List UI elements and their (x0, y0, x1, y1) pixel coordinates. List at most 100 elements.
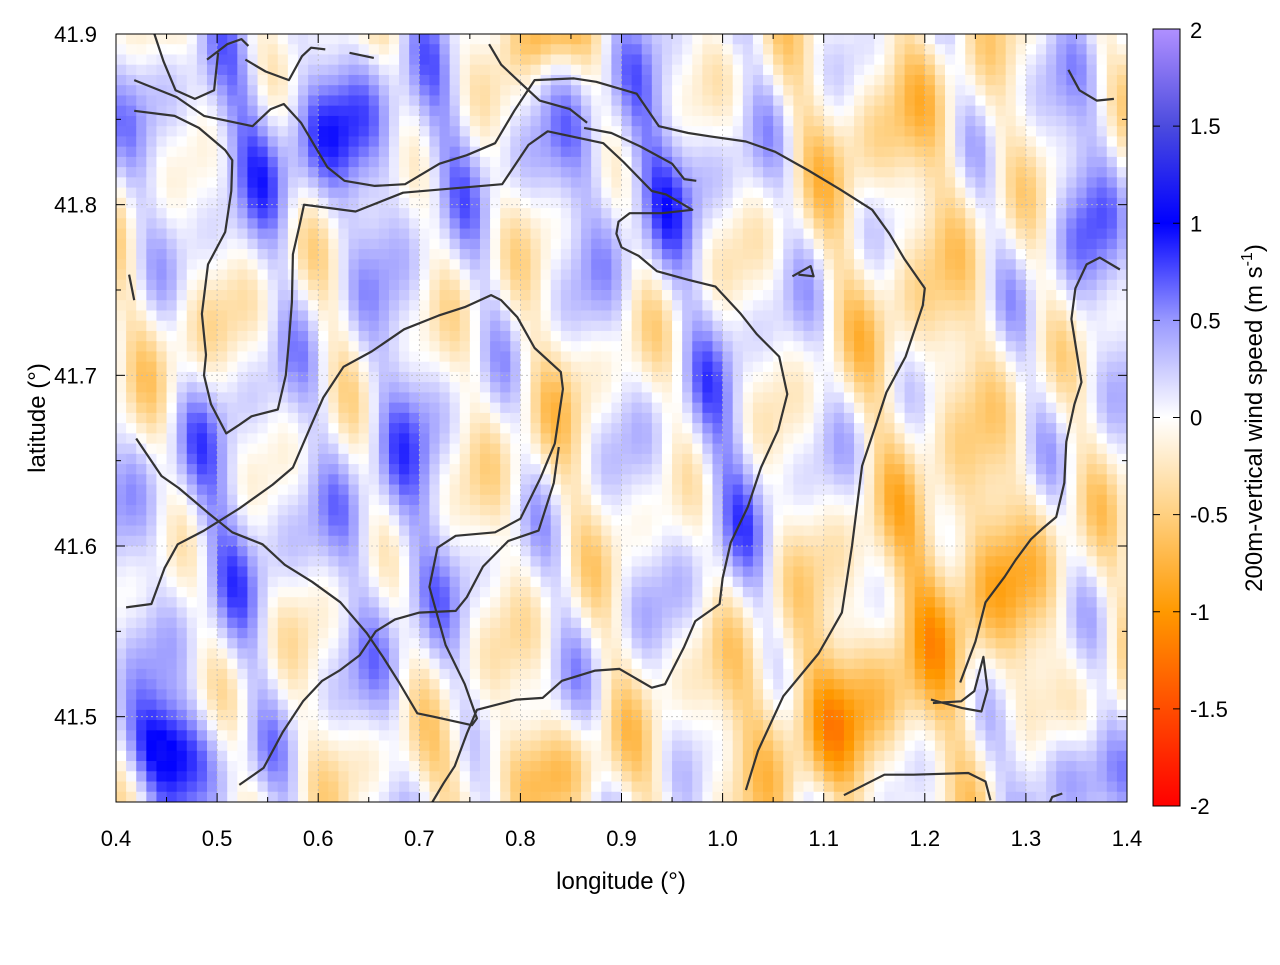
field-cell (206, 54, 218, 66)
field-cell (722, 515, 734, 527)
field-cell (955, 474, 966, 486)
field-cell (1005, 136, 1017, 148)
field-cell (1036, 44, 1047, 56)
field-cell (611, 371, 623, 383)
field-cell (1046, 320, 1057, 332)
field-cell (793, 535, 805, 547)
field-cell (277, 453, 289, 465)
field-cell (763, 218, 774, 230)
field-cell (975, 300, 987, 312)
field-cell (854, 85, 865, 97)
field-cell (1076, 290, 1088, 301)
field-cell (520, 453, 532, 465)
field-cell (479, 300, 491, 312)
field-cell (318, 443, 329, 455)
field-cell (864, 85, 875, 97)
field-cell (328, 269, 340, 281)
field-cell (348, 515, 360, 527)
field-cell (914, 249, 926, 260)
field-cell (763, 279, 774, 291)
field-cell (449, 515, 461, 527)
field-cell (257, 156, 269, 168)
field-cell (682, 300, 693, 312)
field-cell (752, 126, 764, 137)
field-cell (399, 330, 410, 342)
field-cell (631, 64, 643, 76)
field-cell (399, 249, 410, 260)
field-cell (227, 228, 238, 240)
field-cell (459, 136, 471, 148)
field-cell (904, 443, 916, 455)
field-cell (591, 320, 602, 332)
field-cell (227, 382, 238, 393)
field-cell (217, 402, 228, 414)
field-cell (985, 525, 997, 537)
field-cell (611, 320, 623, 332)
field-cell (752, 525, 764, 537)
field-cell (661, 34, 673, 45)
field-cell (874, 423, 885, 434)
field-cell (722, 433, 734, 445)
field-cell (156, 64, 168, 76)
field-cell (348, 402, 360, 414)
field-cell (257, 382, 269, 393)
field-cell (722, 310, 734, 322)
field-cell (783, 136, 794, 148)
field-cell (793, 136, 805, 148)
field-cell (560, 156, 572, 168)
field-cell (1116, 146, 1127, 158)
field-cell (823, 218, 835, 230)
field-cell (308, 525, 319, 537)
field-cell (368, 402, 380, 414)
field-cell (530, 412, 542, 424)
field-cell (732, 443, 744, 455)
field-cell (651, 535, 663, 547)
field-cell (975, 146, 987, 158)
field-cell (469, 423, 481, 434)
field-cell (934, 34, 946, 45)
field-cell (854, 464, 865, 475)
field-cell (995, 290, 1007, 301)
field-cell (985, 126, 997, 137)
field-cell (611, 443, 623, 455)
field-cell (520, 310, 532, 322)
field-cell (924, 494, 936, 506)
field-cell (206, 505, 218, 516)
field-cell (459, 115, 471, 127)
field-cell (854, 412, 865, 424)
field-cell (490, 402, 501, 414)
field-cell (591, 228, 602, 240)
field-cell (732, 453, 744, 465)
field-cell (550, 54, 562, 66)
field-cell (763, 95, 774, 107)
field-cell (631, 535, 643, 547)
field-cell (176, 371, 188, 383)
field-cell (995, 136, 1007, 148)
field-cell (995, 269, 1007, 281)
field-cell (449, 126, 461, 137)
field-cell (692, 218, 703, 230)
field-cell (1036, 371, 1047, 383)
field-cell (803, 494, 815, 506)
field-cell (368, 44, 380, 56)
field-cell (1066, 54, 1078, 66)
field-cell (116, 218, 127, 230)
field-cell (692, 156, 703, 168)
field-cell (277, 85, 289, 97)
field-cell (742, 279, 754, 291)
field-cell (308, 392, 319, 404)
field-cell (267, 44, 279, 56)
field-cell (368, 167, 380, 178)
field-cell (894, 535, 906, 547)
field-cell (399, 320, 410, 332)
field-cell (985, 310, 997, 322)
field-cell (196, 249, 208, 260)
field-cell (914, 136, 926, 148)
field-cell (692, 228, 703, 240)
field-cell (328, 197, 340, 209)
field-cell (540, 433, 552, 445)
field-cell (257, 238, 269, 250)
field-cell (995, 85, 1007, 97)
field-cell (500, 412, 511, 424)
field-cell (429, 402, 441, 414)
